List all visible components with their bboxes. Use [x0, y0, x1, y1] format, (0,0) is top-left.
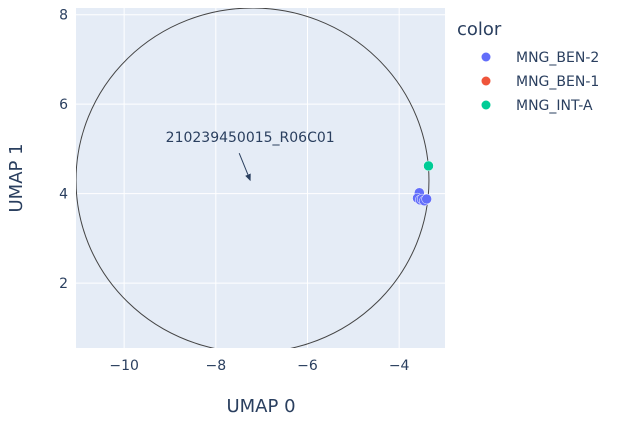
shapes-layer — [76, 8, 430, 348]
y-tick-label: 2 — [59, 276, 68, 292]
grid-lines — [76, 8, 445, 348]
x-tick-label: −8 — [205, 358, 226, 374]
annotation-arrow — [238, 153, 251, 182]
annotation-text: 210239450015_R06C01 — [166, 130, 335, 146]
legend-marker — [481, 52, 491, 62]
x-tick-label: −10 — [109, 358, 139, 374]
plot-background — [76, 8, 445, 348]
y-tick-label: 8 — [59, 8, 68, 24]
legend-marker — [481, 100, 491, 110]
data-point — [421, 193, 432, 205]
data-point — [423, 160, 434, 172]
y-axis-title: UMAP 1 — [6, 143, 27, 212]
legend-item-label: MNG_BEN-2 — [516, 50, 599, 66]
legend-item-label: MNG_INT-A — [516, 98, 593, 114]
points-layer — [412, 160, 434, 207]
x-tick-label: −4 — [389, 358, 410, 374]
tick-labels: −10 −8 −6 −4 2 4 6 8 — [59, 8, 409, 374]
circle-shape — [76, 8, 430, 348]
legend-title: color — [457, 19, 502, 40]
x-tick-label: −6 — [297, 358, 318, 374]
legend-marker — [481, 76, 491, 86]
annotations-layer: 210239450015_R06C01 — [166, 130, 335, 182]
legend: color MNG_BEN-2 MNG_BEN-1 MNG_INT-A — [457, 19, 599, 114]
y-tick-label: 6 — [59, 97, 68, 113]
legend-item-label: MNG_BEN-1 — [516, 74, 599, 90]
x-axis-title: UMAP 0 — [226, 396, 295, 417]
y-tick-label: 4 — [59, 187, 68, 203]
